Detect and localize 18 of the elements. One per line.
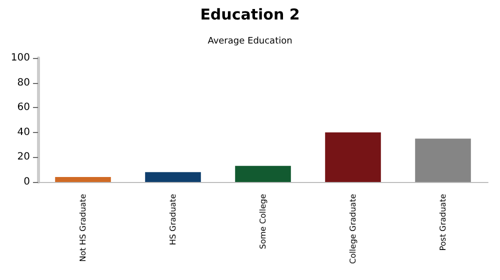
bar xyxy=(415,138,471,182)
x-tick-label: College Graduate xyxy=(348,194,358,264)
x-tick-label: Not HS Graduate xyxy=(78,194,88,262)
x-tick-label: Post Graduate xyxy=(438,194,448,251)
y-tick-label: 60 xyxy=(17,102,30,114)
bar xyxy=(325,132,381,182)
y-tick-label: 20 xyxy=(17,152,30,163)
chart-subtitle: Average Education xyxy=(208,36,292,46)
bar xyxy=(145,172,201,182)
chart-title: Education 2 xyxy=(200,6,300,24)
y-tick-label: 100 xyxy=(10,52,30,64)
y-tick-label: 80 xyxy=(17,77,30,88)
x-tick-label: HS Graduate xyxy=(168,194,178,246)
x-tick-label: Some College xyxy=(258,194,268,250)
y-tick-label: 40 xyxy=(17,126,30,138)
y-tick-label: 0 xyxy=(24,176,30,188)
bar xyxy=(55,177,111,182)
bar xyxy=(235,166,291,182)
